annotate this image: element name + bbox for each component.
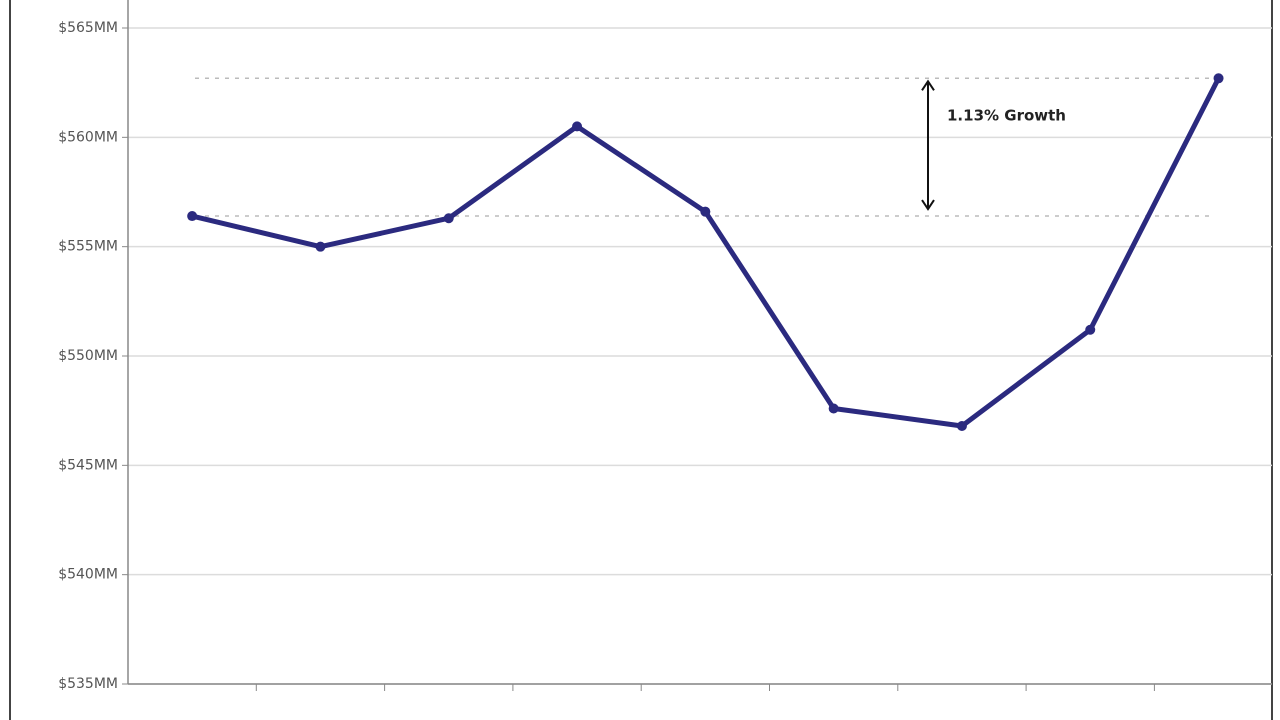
y-tick-label: $555MM xyxy=(58,239,118,255)
point xyxy=(828,403,839,414)
point xyxy=(1213,73,1224,84)
arrow-head xyxy=(921,79,935,91)
y-tick-label: $535MM xyxy=(58,676,118,692)
point xyxy=(956,420,967,431)
y-tick-label: $540MM xyxy=(58,567,118,583)
arrow-head xyxy=(921,199,935,211)
y-tick-label: $565MM xyxy=(58,20,118,36)
y-tick-label: $545MM xyxy=(58,457,118,473)
point xyxy=(443,213,454,224)
y-tick-label: $560MM xyxy=(58,129,118,145)
point xyxy=(315,241,326,252)
line xyxy=(191,77,1221,429)
annotation: 1.13% Growth xyxy=(947,107,1066,125)
point xyxy=(1085,324,1096,335)
point xyxy=(700,206,711,217)
y-tick-label: $550MM xyxy=(58,348,118,364)
point xyxy=(572,121,583,132)
point xyxy=(187,211,198,222)
